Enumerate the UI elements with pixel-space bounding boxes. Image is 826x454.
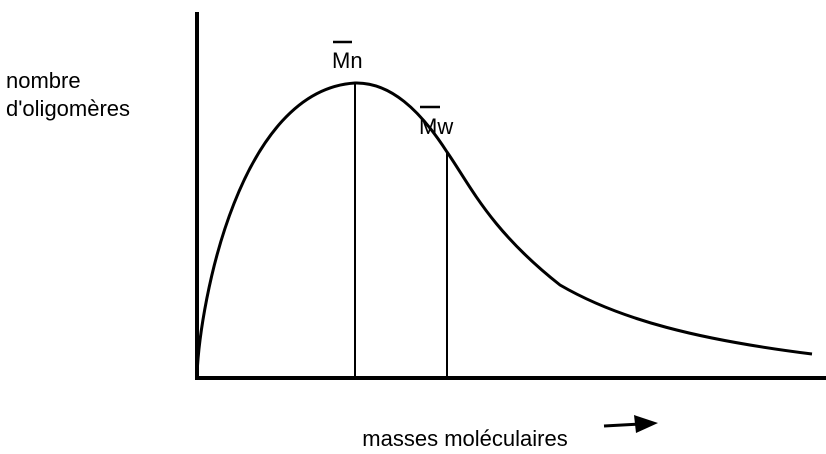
arrow-shaft bbox=[603, 422, 641, 428]
y-label-line: nombre bbox=[6, 68, 81, 93]
arrow-head bbox=[634, 415, 658, 433]
mw-label: Mw bbox=[419, 114, 453, 139]
x-label: masses moléculaires bbox=[362, 426, 567, 451]
distribution-curve bbox=[195, 81, 813, 376]
y-label-line: d'oligomères bbox=[6, 96, 130, 121]
mn-label: Mn bbox=[332, 48, 363, 73]
